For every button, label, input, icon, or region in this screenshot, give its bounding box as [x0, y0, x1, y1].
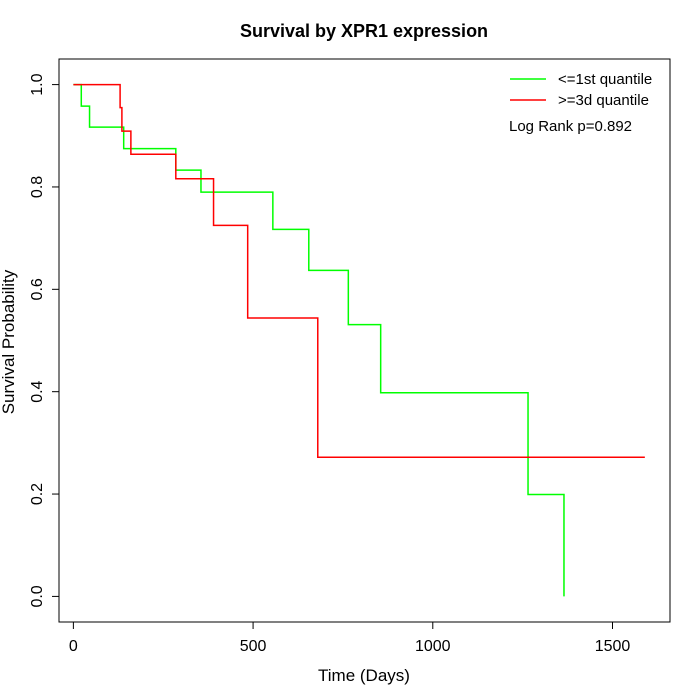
series-line-1 [73, 83, 565, 597]
y-tick-label: 1.0 [29, 73, 46, 95]
x-axis: 0 500 1000 1500 [69, 621, 631, 655]
chart-title: Survival by XPR1 expression [240, 21, 488, 41]
y-axis-label: Survival Probability [0, 269, 18, 414]
x-tick-label: 0 [69, 638, 78, 655]
x-tick-label: 500 [240, 638, 267, 655]
x-axis-label: Time (Days) [318, 666, 410, 685]
log-rank-annotation: Log Rank p=0.892 [509, 118, 632, 135]
y-tick-label: 0.4 [29, 380, 46, 402]
y-tick-label: 0.6 [29, 278, 46, 300]
legend: <=1st quantile >=3d quantile [510, 71, 652, 109]
y-tick-label: 0.0 [29, 585, 46, 607]
y-tick-label: 0.2 [29, 483, 46, 505]
series-layer [73, 83, 645, 597]
legend-label-series-1: <=1st quantile [558, 71, 652, 88]
x-tick-label: 1500 [595, 638, 631, 655]
x-tick-label: 1000 [415, 638, 451, 655]
y-axis: 0.0 0.2 0.4 0.6 0.8 1.0 [29, 73, 60, 608]
y-tick-label: 0.8 [29, 176, 46, 198]
series-line-2 [73, 83, 645, 458]
legend-label-series-2: >=3d quantile [558, 92, 649, 109]
